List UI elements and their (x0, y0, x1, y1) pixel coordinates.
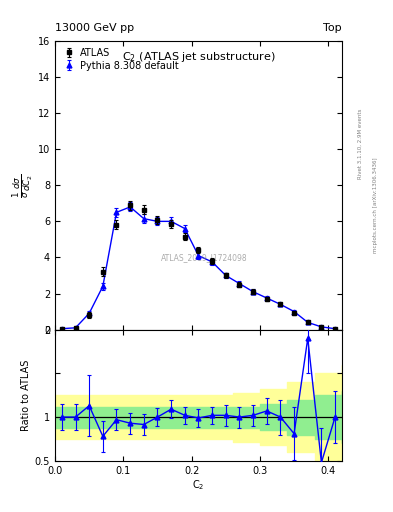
Text: mcplots.cern.ch [arXiv:1306.3436]: mcplots.cern.ch [arXiv:1306.3436] (373, 157, 378, 252)
X-axis label: C$_2$: C$_2$ (192, 478, 205, 492)
Text: Rivet 3.1.10, 2.9M events: Rivet 3.1.10, 2.9M events (358, 108, 363, 179)
Y-axis label: Ratio to ATLAS: Ratio to ATLAS (20, 359, 31, 431)
Legend: ATLAS, Pythia 8.308 default: ATLAS, Pythia 8.308 default (58, 44, 183, 75)
Text: C$_2$ (ATLAS jet substructure): C$_2$ (ATLAS jet substructure) (121, 50, 275, 63)
Text: Top: Top (323, 23, 342, 33)
Text: ATLAS_2019_I1724098: ATLAS_2019_I1724098 (161, 253, 248, 262)
Text: 13000 GeV pp: 13000 GeV pp (55, 23, 134, 33)
Y-axis label: $\frac{1}{\sigma}\frac{d\sigma}{dC_2}$: $\frac{1}{\sigma}\frac{d\sigma}{dC_2}$ (12, 173, 35, 198)
